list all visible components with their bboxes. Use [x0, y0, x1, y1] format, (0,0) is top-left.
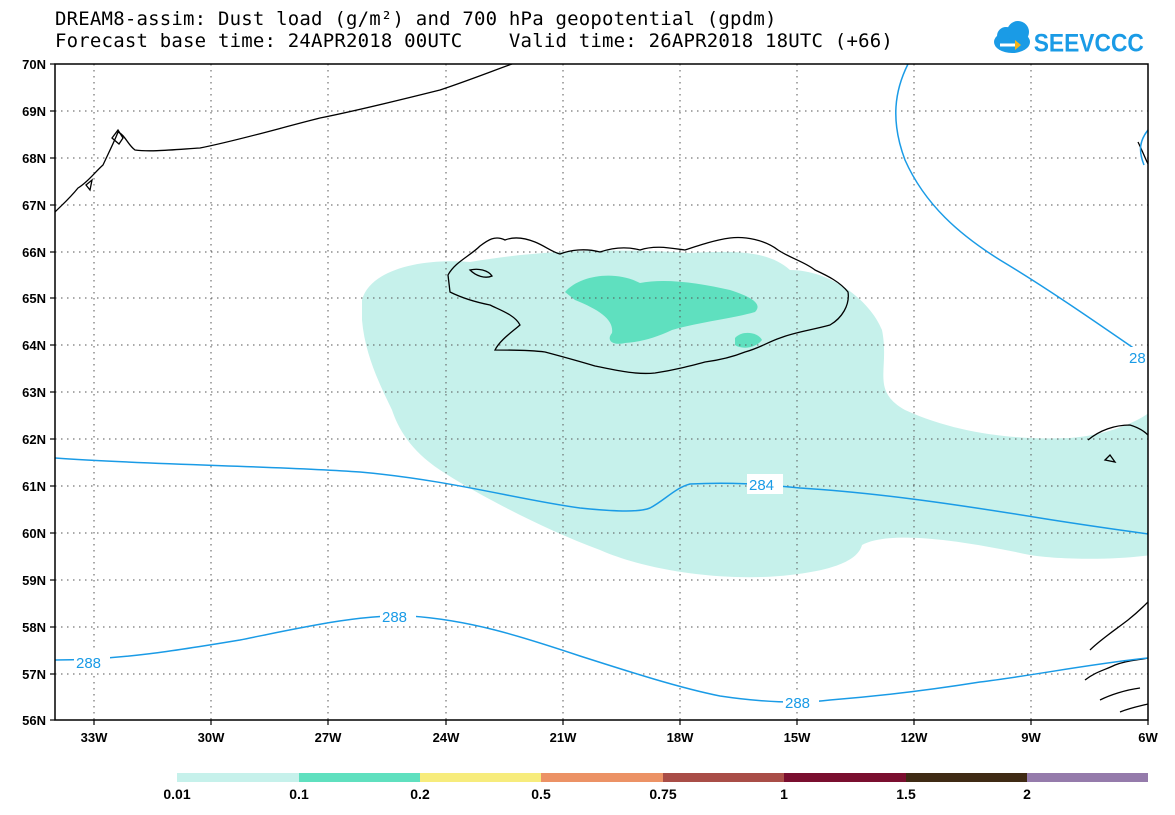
colorbar-label: 0.2: [410, 786, 430, 802]
map-title-line2: Forecast base time: 24APR2018 00UTC Vali…: [55, 30, 894, 52]
dust-region-medium: [565, 275, 758, 344]
lon-label: 18W: [667, 730, 694, 745]
lon-label: 33W: [81, 730, 108, 745]
lat-label: 60N: [22, 526, 46, 541]
lon-label: 12W: [901, 730, 928, 745]
lat-label: 56N: [22, 713, 46, 728]
faroe-islands: [1087, 424, 1148, 463]
lon-label: 27W: [315, 730, 342, 745]
colorbar-swatch: [420, 773, 541, 782]
lon-label: 30W: [198, 730, 225, 745]
contour-label-288: 288: [785, 695, 810, 712]
contour-labels: 284 288 288 288 28: [74, 347, 1148, 712]
lon-label: 24W: [433, 730, 460, 745]
gridlines: [55, 64, 1148, 720]
colorbar-swatch: [663, 773, 784, 782]
colorbar-label: 0.1: [289, 786, 309, 802]
contour-288-south: [55, 615, 1148, 703]
contour-label-284: 284: [749, 477, 774, 494]
lat-label: 59N: [22, 573, 46, 588]
contour-label-288: 288: [382, 609, 407, 626]
dust-region-medium-2: [735, 332, 762, 348]
logo-text: SEEVCCC: [1034, 30, 1144, 58]
lon-label: 9W: [1021, 730, 1041, 745]
lat-label: 57N: [22, 667, 46, 682]
contour-label-288-partial: 28: [1129, 350, 1146, 367]
colorbar-swatch: [299, 773, 420, 782]
contour-label-288: 288: [76, 655, 101, 672]
lat-label: 64N: [22, 338, 46, 353]
lat-label: 67N: [22, 198, 46, 213]
geopotential-contours: [55, 64, 1148, 703]
lat-label: 70N: [22, 57, 46, 72]
lat-label: 69N: [22, 104, 46, 119]
colorbar-label: 0.01: [163, 786, 190, 802]
greenland-coast: [55, 64, 513, 213]
dust-region-light: [362, 250, 1148, 578]
colorbar-swatch: [1027, 773, 1148, 782]
lon-label: 15W: [784, 730, 811, 745]
lat-label: 58N: [22, 620, 46, 635]
seevccc-logo: SEEVCCC: [994, 21, 1144, 58]
coastlines: [55, 64, 1148, 713]
tick-marks: [50, 63, 1149, 725]
lon-label: 6W: [1138, 730, 1158, 745]
colorbar-swatch: [541, 773, 663, 782]
lat-label: 61N: [22, 479, 46, 494]
colorbar-swatch: [784, 773, 906, 782]
lat-label: 68N: [22, 151, 46, 166]
contour-284: [55, 457, 1148, 535]
colorbar: 0.01 0.1 0.2 0.5 0.75 1 1.5 2: [163, 773, 1148, 802]
contour-288-north: [895, 64, 1148, 359]
longitude-labels: 33W 30W 27W 24W 21W 18W 15W 12W 9W 6W: [81, 730, 1159, 745]
lat-label: 66N: [22, 245, 46, 260]
latitude-labels: 70N 69N 68N 67N 66N 65N 64N 63N 62N 61N …: [22, 57, 46, 728]
colorbar-label: 1: [780, 786, 788, 802]
colorbar-swatch: [177, 773, 299, 782]
colorbar-label: 0.5: [531, 786, 551, 802]
map-title-line1: DREAM8-assim: Dust load (g/m²) and 700 h…: [55, 8, 777, 30]
scotland-coast: [1084, 601, 1148, 713]
colorbar-label: 2: [1023, 786, 1031, 802]
colorbar-swatch: [906, 773, 1027, 782]
lat-label: 65N: [22, 291, 46, 306]
lon-label: 21W: [550, 730, 577, 745]
colorbar-label: 1.5: [896, 786, 916, 802]
lat-label: 62N: [22, 432, 46, 447]
lat-label: 63N: [22, 385, 46, 400]
cloud-icon: [994, 21, 1030, 53]
iceland-coast: [447, 236, 849, 375]
colorbar-label: 0.75: [649, 786, 676, 802]
